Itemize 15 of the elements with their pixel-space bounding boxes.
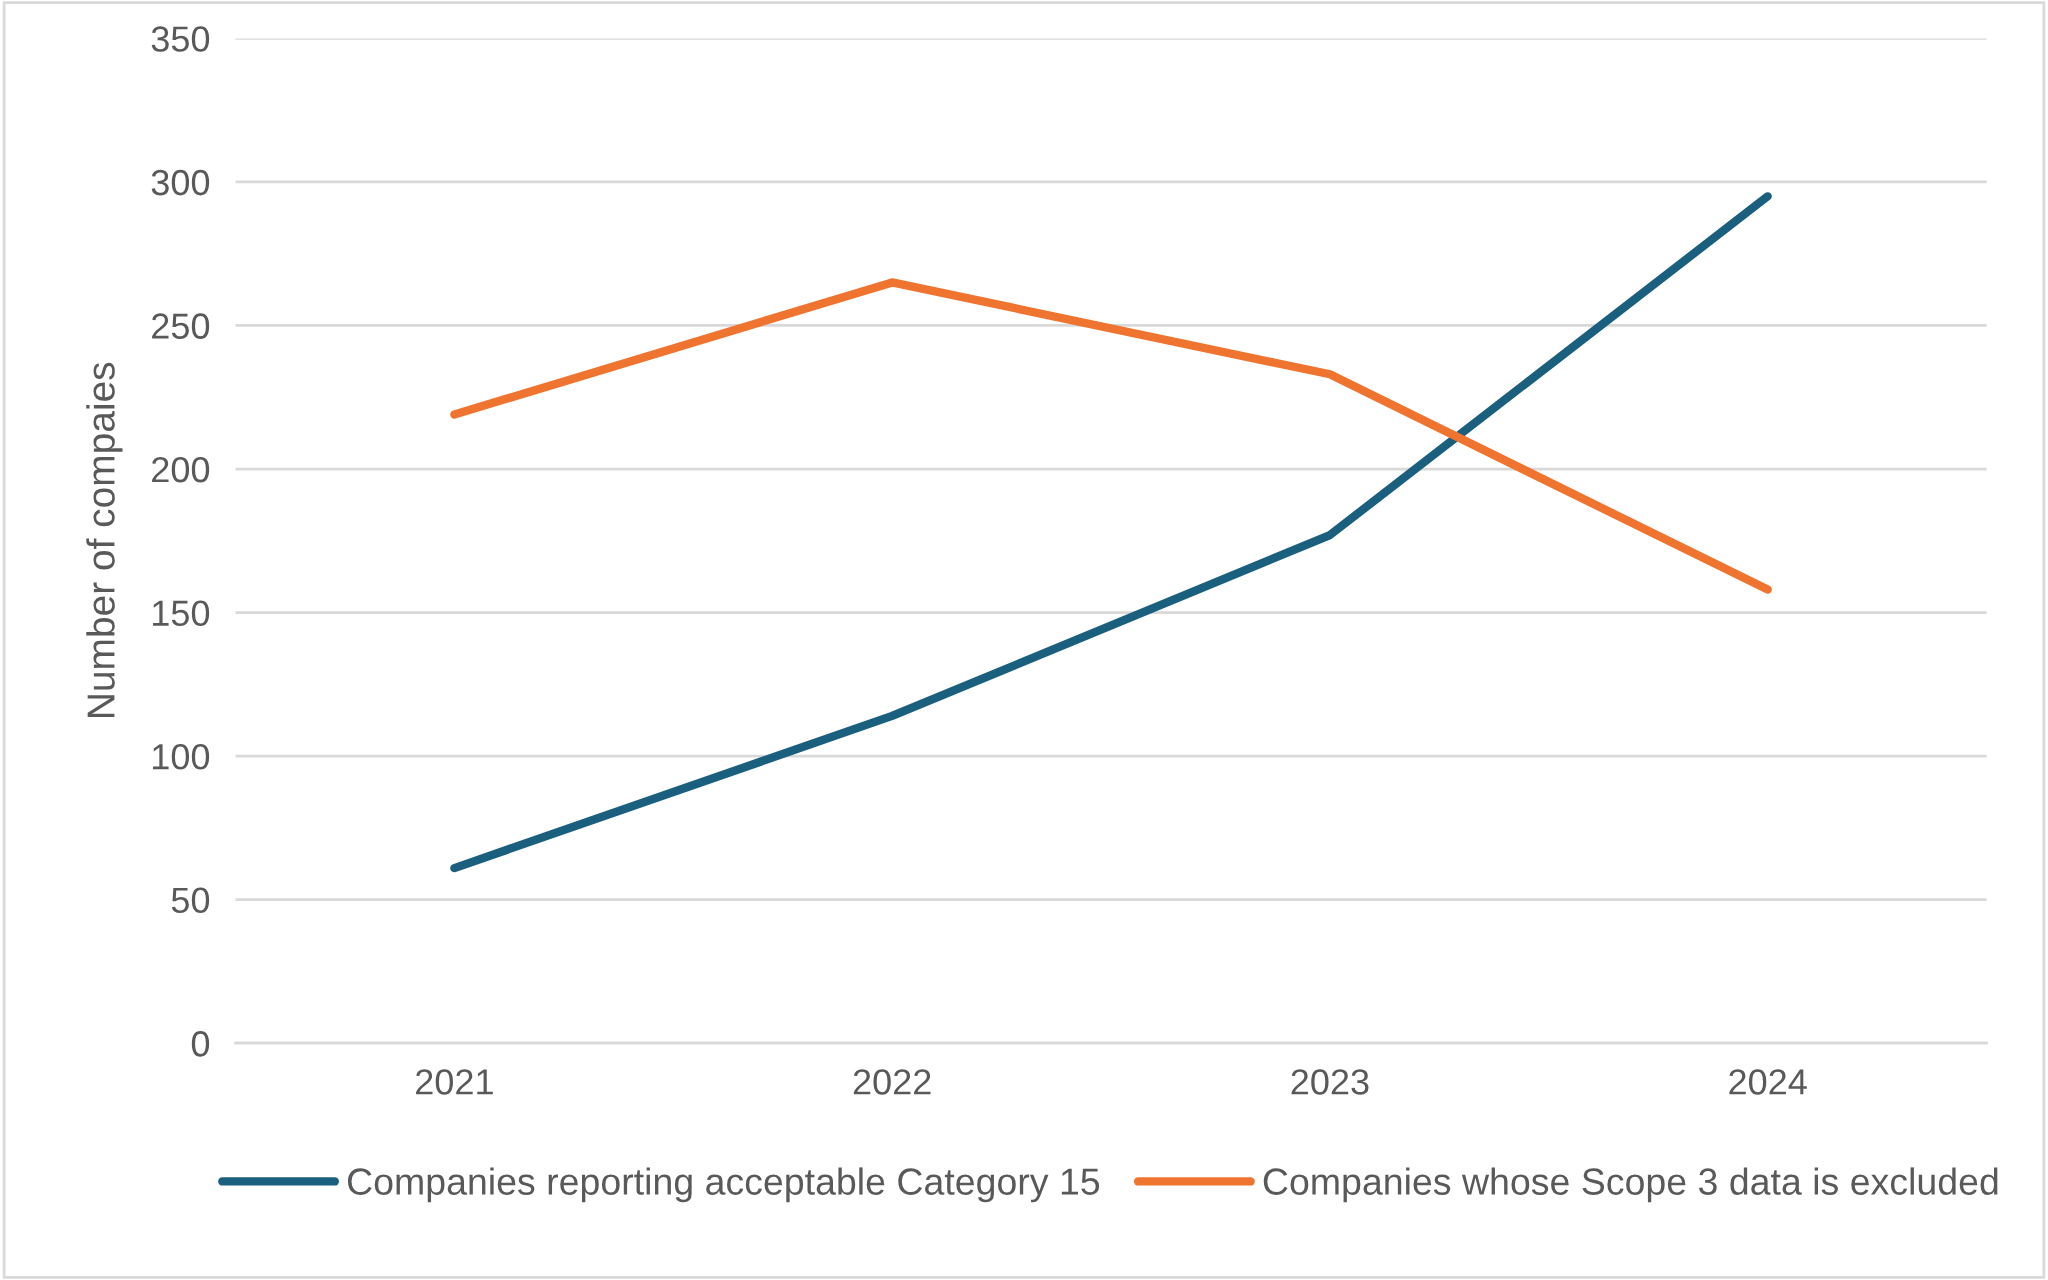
y-tick-label: 200 bbox=[152, 456, 210, 483]
y-tick-label: 300 bbox=[151, 169, 210, 196]
x-tick-label: 2024 bbox=[1729, 1069, 1807, 1095]
y-tick-label: 100 bbox=[153, 743, 210, 770]
x-tick-label: 2022 bbox=[853, 1069, 931, 1095]
y-tick-label: 0 bbox=[191, 1031, 210, 1057]
y-tick-label: 150 bbox=[153, 600, 210, 627]
legend-label: Companies whose Scope 3 data is excluded bbox=[1263, 1167, 1998, 1203]
x-tick-label: 2023 bbox=[1291, 1069, 1369, 1095]
y-tick-label: 350 bbox=[151, 26, 210, 52]
y-axis-title: Number of compaies bbox=[86, 362, 123, 717]
legend-label: Companies reporting acceptable Category 15 bbox=[347, 1167, 1100, 1203]
x-tick-label: 2021 bbox=[416, 1069, 493, 1095]
y-tick-label: 250 bbox=[152, 313, 210, 339]
y-tick-label: 50 bbox=[171, 887, 210, 914]
